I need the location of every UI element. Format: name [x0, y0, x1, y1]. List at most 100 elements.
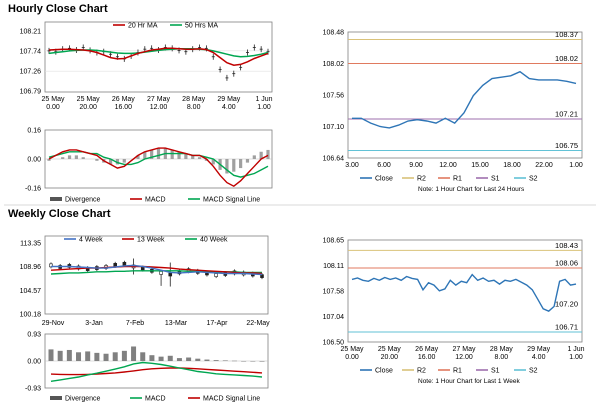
weekly-divergence-bar [222, 360, 228, 361]
weekly-price-ytick-0: 113.35 [20, 241, 41, 248]
hourly-xtick-time-3: 12.00 [150, 104, 168, 111]
hourly-xtick-time-0: 0.00 [46, 104, 60, 111]
weekly-signal-line [50, 367, 263, 376]
right-top-xtick-3: 12.00 [439, 162, 457, 169]
hourly-divergence-bar [61, 157, 65, 159]
weekly-divergence-bar [186, 357, 192, 361]
hourly-divergence-bar [115, 159, 120, 165]
hourly-divergence-bar [184, 153, 188, 159]
weekly-divergence-bar [140, 352, 146, 361]
right-bottom-xtick-time-3: 12.00 [455, 354, 473, 361]
hourly-macd-ytick-2: -0.16 [25, 186, 41, 193]
hourly-legend-20hr-label: 20 Hr MA [128, 23, 158, 30]
weekly-xtick-5: 22-May [246, 320, 270, 327]
hourly-price-ytick-1: 107.74 [20, 49, 42, 56]
hourly-xtick-date-0: 25 May [42, 96, 65, 103]
right-bottom-ytick-2: 107.58 [323, 289, 345, 296]
hourly-divergence-bar [197, 157, 202, 159]
weekly-candle [122, 261, 127, 266]
right-bottom-ytick-4: 106.50 [323, 340, 345, 347]
hourly-divergence-bar [156, 148, 161, 159]
hourly-divergence-bar [74, 155, 78, 159]
hourly-xtick-time-2: 16.00 [115, 104, 133, 111]
hourly-price-ytick-0: 108.21 [20, 29, 42, 36]
right-bottom-level-label-r1: 108.06 [555, 258, 578, 267]
weekly-legend-divergence-swatch [50, 396, 62, 400]
right-bottom-legend-close-label: Close [375, 368, 393, 375]
right-top-legend-s2-label: S2 [529, 176, 538, 183]
hourly-xtick-time-6: 1.00 [257, 104, 271, 111]
weekly-divergence-bar [131, 346, 137, 361]
hourly-macd-ytick-1: 0.00 [27, 157, 41, 164]
weekly-candle [140, 266, 145, 271]
right-top-level-label-s1: 107.21 [555, 109, 578, 118]
right-top-xtick-1: 6.00 [377, 162, 391, 169]
weekly-13wk-line [50, 265, 263, 275]
weekly-legend-13wk-label: 13 Week [137, 237, 165, 244]
weekly-divergence-bar [121, 350, 127, 361]
weekly-divergence-bar [176, 358, 182, 361]
weekly-candle [260, 274, 264, 278]
right-bottom-legend-r2-label: R2 [417, 368, 426, 375]
right-top-xtick-2: 9.00 [409, 162, 423, 169]
hourly-divergence-bar [95, 159, 99, 161]
right-bottom-xtick-date-1: 25 May [378, 346, 401, 353]
weekly-divergence-bar [149, 355, 155, 361]
weekly-divergence-bar [112, 352, 118, 361]
right-bottom-xtick-date-3: 27 May [453, 346, 476, 353]
weekly-legend-macd-label: MACD [145, 396, 166, 403]
hourly-divergence-bar [150, 149, 154, 159]
weekly-macd-ytick-0: 0.93 [27, 332, 41, 339]
hourly-divergence-bar [108, 159, 113, 165]
hourly-price-frame [44, 21, 273, 93]
right-bottom-close-line [351, 273, 577, 313]
weekly-4wk-line [51, 264, 263, 276]
hourly-divergence-bar [81, 157, 85, 159]
hourly-macd-line [48, 147, 269, 188]
weekly-candle [159, 271, 163, 275]
right-bottom-ytick-1: 108.11 [323, 263, 344, 270]
right-bottom-xtick-time-2: 16.00 [418, 354, 436, 361]
right-top-close-line [352, 70, 577, 129]
weekly-xtick-2: 7-Feb [126, 320, 144, 327]
weekly-price-frame [44, 235, 269, 315]
right-top-legend-close-label: Close [375, 176, 393, 183]
weekly-divergence-bar [85, 351, 91, 361]
hourly-divergence-bar [67, 155, 72, 159]
hourly-divergence-bar [47, 159, 51, 161]
hourly-divergence-bar [143, 151, 147, 159]
weekly-candle [113, 263, 118, 267]
right-top-level-label-r2: 108.37 [555, 30, 578, 39]
right-top-legend-r2-label: R2 [417, 176, 426, 183]
weekly-divergence-bar [250, 361, 256, 362]
hourly-divergence-bar [239, 159, 243, 169]
right-bottom-note: Note: 1 Hour Chart for Last 1 Week [418, 378, 521, 385]
hourly-xtick-date-4: 28 May [182, 96, 205, 103]
right-bottom-frame [347, 239, 583, 343]
right-top-xtick-4: 15.00 [471, 162, 489, 169]
hourly-divergence-bar [170, 149, 174, 159]
weekly-legend-40wk-label: 40 Week [200, 237, 228, 244]
hourly-section-title: Hourly Close Chart [8, 3, 108, 15]
weekly-price-ytick-2: 104.57 [20, 288, 42, 295]
weekly-macd-ytick-2: -0.93 [25, 386, 41, 393]
right-bottom-xtick-time-4: 8.00 [495, 354, 509, 361]
hourly-divergence-bar [136, 155, 140, 159]
weekly-divergence-bar [103, 353, 109, 361]
right-top-legend-r1-label: R1 [453, 176, 462, 183]
right-top-xtick-7: 1.00 [569, 162, 583, 169]
hourly-divergence-bar [211, 159, 215, 165]
hourly-xtick-time-4: 8.00 [187, 104, 201, 111]
right-bottom-ytick-0: 108.65 [323, 238, 345, 245]
weekly-xtick-4: 17-Apr [206, 320, 228, 327]
right-top-ytick-4: 106.64 [323, 156, 345, 163]
right-top-level-label-r1: 108.02 [555, 54, 578, 63]
weekly-divergence-bar [204, 359, 210, 361]
hourly-divergence-bar [266, 149, 270, 159]
hourly-divergence-bar [232, 159, 236, 172]
hourly-divergence-bar [122, 159, 126, 163]
weekly-xtick-3: 13-Mar [165, 320, 188, 327]
weekly-xtick-1: 3-Jan [85, 320, 103, 327]
right-bottom-xtick-date-4: 28 May [490, 346, 513, 353]
right-bottom-legend-r1-label: R1 [453, 368, 462, 375]
